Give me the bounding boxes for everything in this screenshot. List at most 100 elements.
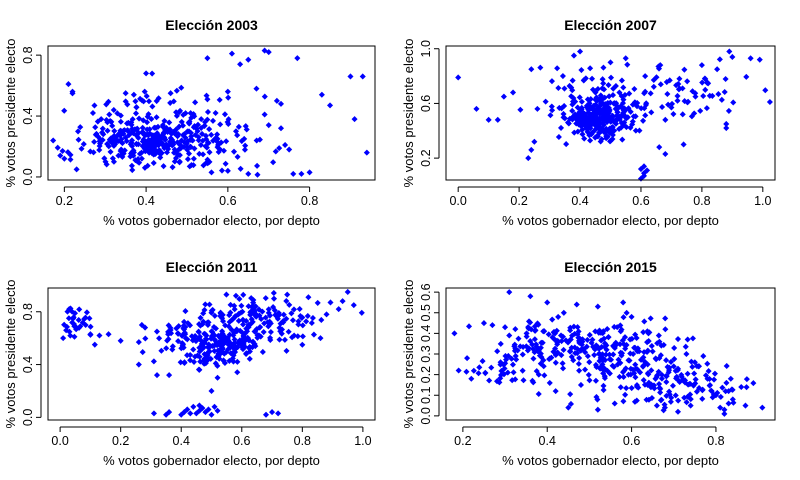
data-point [205, 341, 212, 348]
data-point [584, 336, 591, 343]
data-point [209, 306, 216, 313]
data-point [163, 411, 170, 418]
data-point [555, 85, 562, 92]
data-point [565, 120, 572, 127]
data-point [691, 370, 698, 377]
scatter-panel: 0.2 0.4 0.6 0.8 0.0 0.4 0.8 Elección 2003 % voto… [3, 17, 376, 228]
panel-title: Elección 2015 [564, 259, 657, 275]
data-point [265, 309, 272, 316]
data-point [639, 363, 647, 370]
data-point [261, 111, 268, 118]
data-point [585, 371, 592, 378]
data-point [347, 73, 354, 80]
data-point [142, 324, 149, 331]
data-point [523, 343, 530, 350]
data-point [633, 382, 640, 389]
data-point [725, 400, 732, 407]
data-point [594, 344, 601, 351]
data-point [649, 348, 656, 355]
data-point [104, 127, 111, 134]
data-point [274, 315, 281, 322]
data-point [508, 355, 515, 362]
data-point [617, 114, 624, 121]
data-point [246, 355, 253, 362]
data-point [275, 410, 282, 417]
data-point [212, 109, 219, 117]
data-point [466, 323, 473, 330]
data-point [585, 102, 592, 109]
data-point [614, 109, 621, 116]
data-point [129, 116, 136, 123]
x-tick-label: 0.4 [539, 434, 556, 448]
data-point [723, 125, 730, 132]
data-point [684, 99, 691, 106]
y-tick-label: 0.0 [419, 407, 433, 424]
plot-frame [445, 45, 776, 181]
x-tick-label: 0.8 [301, 194, 318, 208]
data-point [163, 345, 170, 352]
data-point [261, 320, 268, 327]
x-tick-label: 1.0 [354, 434, 371, 448]
data-point [275, 310, 282, 317]
data-point [644, 167, 651, 174]
data-point [601, 105, 608, 112]
data-point [525, 155, 532, 162]
data-point [149, 142, 156, 149]
data-point [197, 344, 204, 351]
data-point [560, 365, 567, 372]
data-point [144, 119, 151, 126]
data-point [540, 357, 547, 364]
data-point [531, 336, 538, 343]
data-point [228, 50, 235, 57]
data-point [265, 49, 272, 56]
data-point [233, 328, 240, 335]
data-point [671, 344, 678, 352]
data-point [574, 331, 581, 338]
data-point [681, 98, 688, 105]
data-point [631, 398, 638, 405]
data-point [569, 101, 576, 108]
data-point [135, 134, 142, 141]
data-point [76, 306, 83, 313]
data-point [622, 345, 629, 352]
data-point [668, 104, 675, 111]
data-point [529, 345, 537, 352]
data-point [188, 133, 195, 140]
data-point [684, 336, 691, 343]
data-point [216, 146, 223, 153]
x-tick-label: 0.6 [233, 434, 250, 448]
data-point [551, 330, 559, 337]
data-point [683, 399, 690, 406]
data-point [363, 149, 370, 156]
data-point [75, 136, 82, 143]
data-point [66, 306, 73, 313]
data-point [573, 120, 580, 127]
data-point [106, 136, 113, 143]
data-point [156, 150, 163, 157]
data-point [231, 306, 238, 313]
data-point [726, 48, 733, 55]
data-point [533, 343, 540, 350]
data-point [305, 294, 312, 301]
data-point [202, 132, 209, 139]
data-point [631, 344, 639, 351]
data-point [61, 155, 68, 162]
data-point [299, 341, 306, 348]
data-point [567, 327, 574, 334]
data-point [534, 320, 541, 327]
data-point [575, 360, 582, 367]
data-point [528, 146, 535, 153]
data-point [169, 346, 176, 353]
data-point [601, 343, 608, 350]
data-point [637, 166, 644, 173]
data-point [519, 351, 526, 358]
data-point [641, 90, 648, 97]
data-point [118, 151, 125, 158]
data-point [222, 160, 229, 167]
data-point [577, 381, 584, 388]
data-point [482, 370, 489, 377]
data-point [695, 363, 702, 370]
data-point [662, 150, 669, 158]
data-point [136, 115, 143, 122]
data-point [130, 130, 137, 137]
